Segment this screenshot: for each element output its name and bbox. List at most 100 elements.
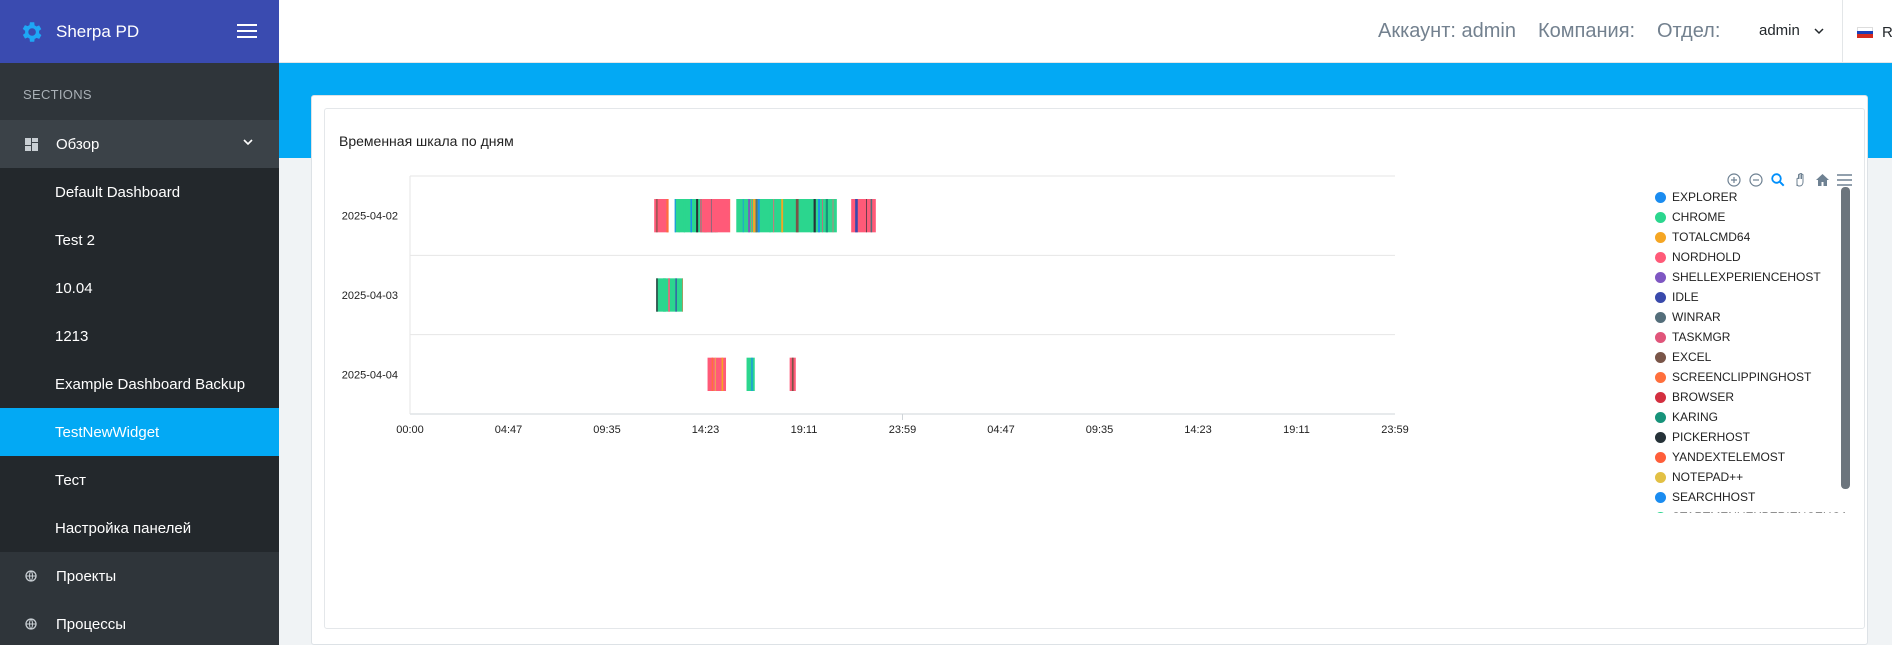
widget-container: Временная шкала по дням 2025-04-02 2025-0… [311,95,1868,645]
sidebar-item-test-2[interactable]: Test 2 [0,216,279,264]
timeline-stripe [781,199,784,233]
chart-menu-icon[interactable] [1835,171,1853,189]
legend-label: STARTMENUEXPERIENCEHOST [1672,510,1845,513]
user-dropdown[interactable]: admin [1759,22,1824,39]
timeline-stripe [674,199,676,233]
timeline-stripe [683,199,686,233]
y-tick-label: 2025-04-02 [342,211,398,223]
legend-item[interactable]: KARING [1655,407,1845,427]
timeline-stripe [810,199,812,233]
legend-item[interactable]: YANDEXTELEMOST [1655,447,1845,467]
timeline-stripe [791,357,794,391]
zoom-in-icon[interactable] [1725,171,1743,189]
sidebar-item-testnewwidget[interactable]: TestNewWidget [0,408,279,456]
sidebar-item-example-dashboard-backup[interactable]: Example Dashboard Backup [0,360,279,408]
dashboard-icon [24,137,38,151]
legend-item[interactable]: SCREENCLIPPINGHOST [1655,367,1845,387]
timeline-segment [654,199,669,233]
legend-item[interactable]: NORDHOLD [1655,247,1845,267]
y-tick-label: 2025-04-04 [342,369,398,381]
legend-marker [1655,391,1666,403]
timeline-stripe [866,199,867,233]
timeline-stripe [751,199,753,233]
x-tick-label: 04:47 [987,424,1015,436]
x-tick-label: 23:59 [1381,424,1409,436]
x-tick-label: 04:47 [495,424,523,436]
timeline-stripe [751,357,753,391]
legend-label: BROWSER [1672,390,1735,404]
legend-item[interactable]: TOTALCMD64 [1655,227,1845,247]
timeline-stripe [721,357,724,391]
sidebar-item-10-04[interactable]: 10.04 [0,264,279,312]
legend-item[interactable]: WINRAR [1655,307,1845,327]
legend-marker [1655,331,1666,343]
legend-marker [1655,311,1666,323]
legend-item[interactable]: EXPLORER [1655,187,1845,207]
legend-marker [1655,411,1666,423]
sidebar-item-default-dashboard[interactable]: Default Dashboard [0,168,279,216]
timeline-stripe [742,199,744,233]
pan-hand-icon[interactable] [1791,171,1809,189]
x-tick-label: 09:35 [1086,424,1114,436]
sidebar-item-overview[interactable]: Обзор [0,120,279,168]
legend-item[interactable]: IDLE [1655,287,1845,307]
language-label: R [1882,24,1892,41]
sidebar-item-1213[interactable]: 1213 [0,312,279,360]
russian-flag-icon [1857,27,1873,38]
sidebar-item-test-ru[interactable]: Тест [0,456,279,504]
sidebar-item-label: TestNewWidget [55,423,160,441]
timeline-stripe [668,278,670,312]
legend-marker [1655,211,1666,223]
legend-marker [1655,471,1666,483]
legend-scrollbar[interactable] [1841,187,1850,489]
timeline-segment [736,199,837,233]
legend-label: YANDEXTELEMOST [1672,450,1786,464]
legend-item[interactable]: BROWSER [1655,387,1845,407]
legend-marker [1655,231,1666,243]
top-header: Аккаунт: admin Компания: Отдел: admin R [279,0,1892,63]
hamburger-menu-icon[interactable] [237,24,257,40]
zoom-out-icon[interactable] [1747,171,1765,189]
timeline-stripe [666,199,669,233]
timeline-stripe [700,199,702,233]
legend-item[interactable]: TASKMGR [1655,327,1845,347]
language-selector[interactable]: R [1857,24,1892,41]
sidebar-item-processes[interactable]: Процессы [0,600,279,645]
x-tick-label: 19:11 [791,424,818,436]
legend-label: CHROME [1672,210,1726,224]
sidebar-item-projects[interactable]: Проекты [0,552,279,600]
timeline-segment [707,357,727,391]
user-name: admin [1759,22,1800,39]
timeline-stripe [822,199,823,233]
legend-label: IDLE [1672,290,1699,304]
legend-item[interactable]: PICKERHOST [1655,427,1845,447]
legend-item[interactable]: CHROME [1655,207,1845,227]
legend-item[interactable]: SHELLEXPERIENCEHOST [1655,267,1845,287]
sidebar-item-label: Example Dashboard Backup [55,375,246,393]
legend-marker [1655,271,1666,283]
timeline-chart[interactable]: 2025-04-02 2025-04-03 2025-04-04 00:00 04:47… [325,109,1866,630]
home-icon[interactable] [1813,171,1831,189]
legend-item[interactable]: NOTEPAD++ [1655,467,1845,487]
timeline-widget: Временная шкала по дням 2025-04-02 2025-0… [324,108,1865,629]
sidebar-item-label: Default Dashboard [55,183,181,201]
legend-label: NORDHOLD [1672,250,1741,264]
timeline-stripe [769,199,771,233]
legend-label: SCREENCLIPPINGHOST [1672,370,1812,384]
legend-marker [1655,431,1666,443]
magnifier-icon[interactable] [1769,171,1787,189]
legend-label: SEARCHHOST [1672,490,1756,504]
legend-marker [1655,491,1666,503]
sidebar-item-panel-settings[interactable]: Настройка панелей [0,504,279,552]
legend-marker [1655,511,1666,513]
legend-item[interactable]: EXCEL [1655,347,1845,367]
legend-label: EXPLORER [1672,190,1738,204]
x-tick-label: 09:35 [593,424,621,436]
timeline-stripe [870,199,873,233]
legend-label: KARING [1672,410,1719,424]
nav-group: Обзор Default Dashboard Test 2 10.04 121… [0,120,279,645]
timeline-stripe [656,199,658,233]
timeline-stripe [656,278,658,312]
legend-item[interactable]: STARTMENUEXPERIENCEHOST [1655,507,1845,513]
legend-item[interactable]: SEARCHHOST [1655,487,1845,507]
